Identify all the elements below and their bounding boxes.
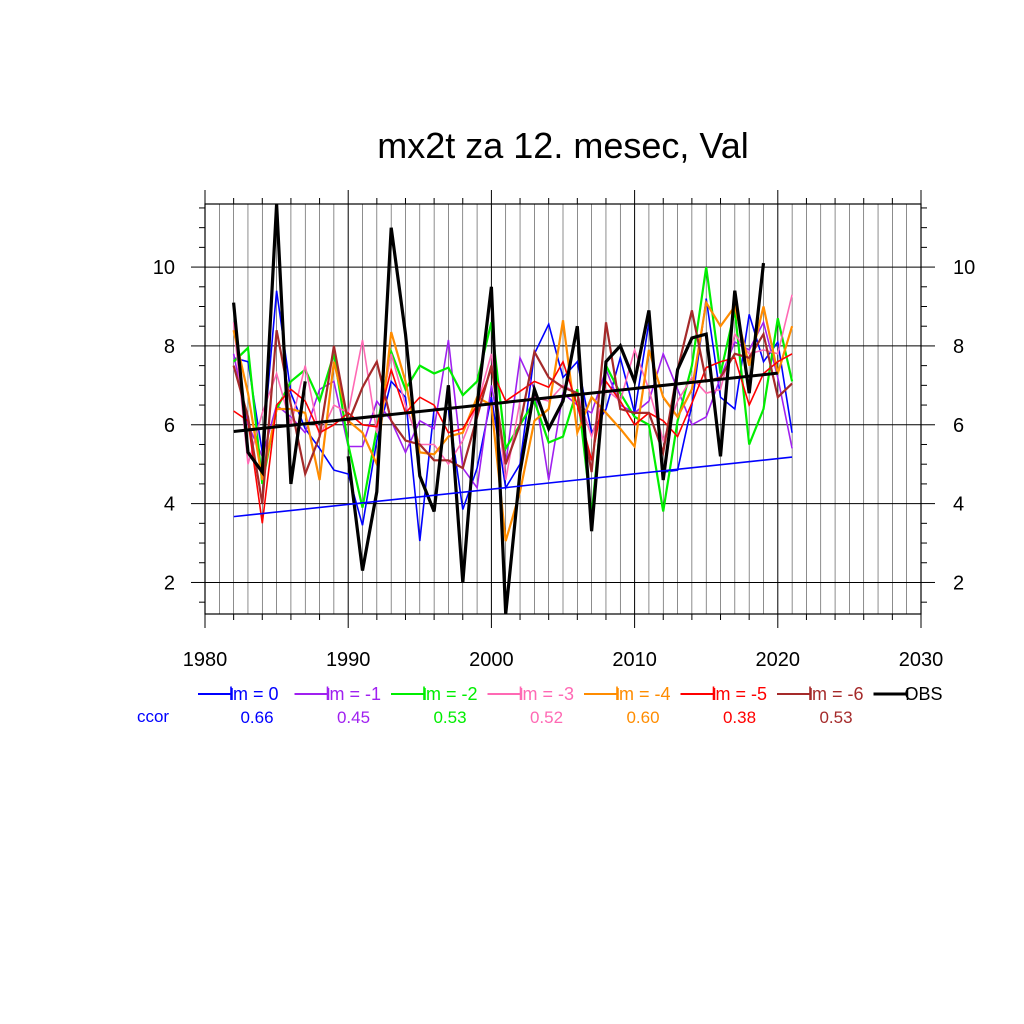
x-tick-label: 1990 xyxy=(326,649,371,671)
legend-ccor-value: 0.45 xyxy=(337,708,370,727)
y-tick-label: 2 xyxy=(164,572,175,594)
legend-label: lm = 0 xyxy=(229,684,279,704)
x-tick-label: 2010 xyxy=(612,649,657,671)
series-layer xyxy=(232,203,794,615)
trend-line-1 xyxy=(233,371,778,433)
series-5 xyxy=(233,353,793,524)
legend-item-0: lm = 0 0.66 xyxy=(198,684,279,727)
legend-item-2: lm = -2 0.53 xyxy=(391,684,478,727)
y-tick-label-right: 4 xyxy=(953,494,964,516)
legend-item-3: lm = -3 0.52 xyxy=(487,684,575,727)
legend-label: lm = -1 xyxy=(326,684,382,704)
y-tick-label: 6 xyxy=(164,415,175,437)
y-tick-label: 4 xyxy=(164,494,175,516)
ccor-label: ccor xyxy=(137,707,169,726)
legend-label: OBS xyxy=(905,684,943,704)
legend-label: lm = -5 xyxy=(712,684,768,704)
x-tick-label: 2030 xyxy=(899,649,944,671)
legend-ccor-value: 0.52 xyxy=(530,708,563,727)
legend-ccor-value: 0.53 xyxy=(433,708,466,727)
legend-label: lm = -2 xyxy=(422,684,478,704)
series-line xyxy=(232,203,307,485)
legend-ccor-value: 0.66 xyxy=(240,708,273,727)
y-tick-label-right: 8 xyxy=(953,336,964,358)
plot-frame xyxy=(204,203,922,615)
legend-ccor-value: 0.38 xyxy=(723,708,756,727)
legend-item-6: lm = -6 0.53 xyxy=(777,684,864,727)
legend-item-1: lm = -1 0.45 xyxy=(294,684,382,727)
trend-line-0 xyxy=(233,456,793,518)
y-tick-label: 8 xyxy=(164,336,175,358)
x-tick-label: 2020 xyxy=(756,649,801,671)
y-tick-label-right: 2 xyxy=(953,572,964,594)
y-tick-label: 10 xyxy=(153,257,175,279)
y-tick-label-right: 6 xyxy=(953,415,964,437)
legend-item-5: lm = -5 0.38 xyxy=(680,684,768,727)
x-tick-label: 2000 xyxy=(469,649,514,671)
trend-layer xyxy=(233,371,793,518)
series-line xyxy=(233,353,793,524)
y-tick-label-right: 10 xyxy=(953,257,975,279)
series-7 xyxy=(232,203,766,615)
legend-item-4: lm = -4 0.60 xyxy=(584,684,671,727)
legend-ccor-value: 0.53 xyxy=(819,708,852,727)
legend-label: lm = -3 xyxy=(519,684,575,704)
legend-label: lm = -4 xyxy=(615,684,671,704)
chart-title: mx2t za 12. mesec, Val xyxy=(377,125,748,166)
x-tick-label: 1980 xyxy=(183,649,228,671)
plot-border xyxy=(204,203,922,615)
series-line xyxy=(346,227,766,615)
legend-ccor-value: 0.60 xyxy=(626,708,659,727)
series-6 xyxy=(232,310,793,504)
axis-ticks: 1980 1990 2000 2010 2020 2030 2 2 4 4 6 6 8 8 10 10 xyxy=(153,190,975,671)
legend-item-7: OBS xyxy=(873,684,943,704)
series-line xyxy=(232,310,793,504)
legend-label: lm = -6 xyxy=(808,684,864,704)
